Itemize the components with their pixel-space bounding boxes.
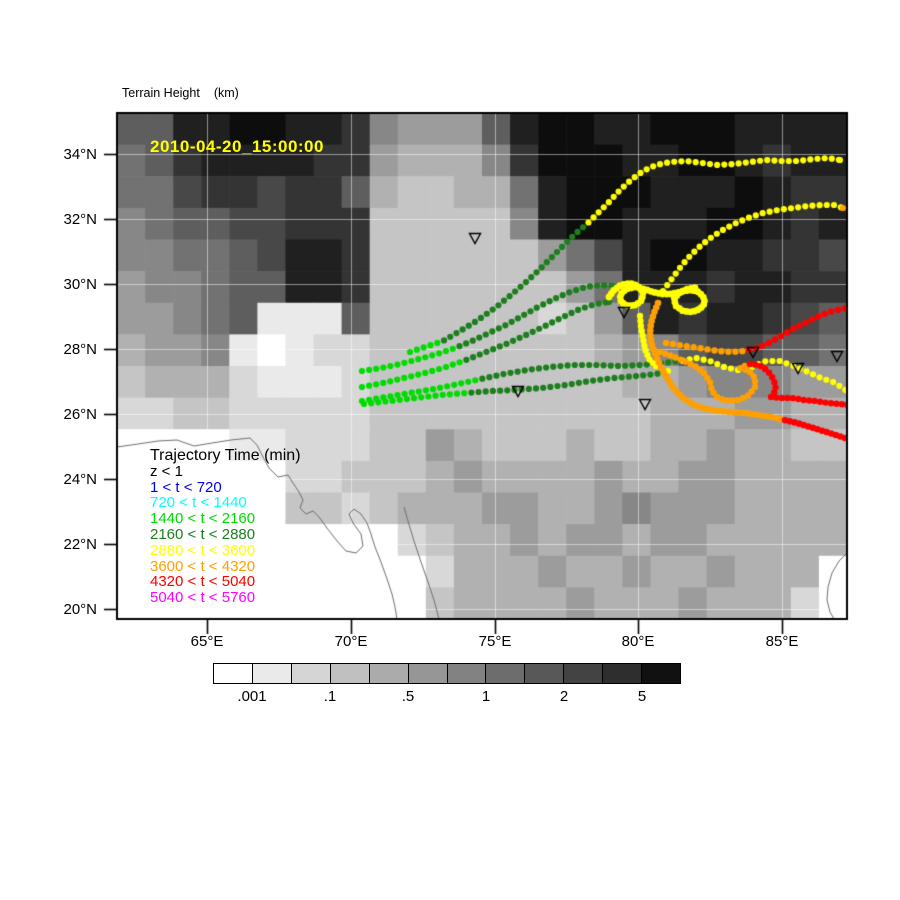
legend-title: Trajectory Time (min): [150, 447, 301, 464]
y-tick-label-6: 22°N: [63, 536, 97, 553]
y-tick-label-1: 32°N: [63, 211, 97, 228]
plot-title-text: Terrain Height: [122, 86, 200, 100]
colorbar-segment-4: [368, 664, 408, 683]
legend-entry-7: 4320 < t < 5040: [150, 573, 256, 591]
x-tick-label-0: 65°E: [190, 633, 224, 650]
colorbar-segment-1: [251, 664, 291, 683]
colorbar-label-4: 2: [559, 688, 569, 705]
colorbar-segment-3: [329, 664, 369, 683]
legend-entry-4: 2160 < t < 2880: [150, 525, 256, 543]
colorbar-segment-10: [602, 664, 642, 683]
y-tick-label-7: 20°N: [63, 601, 97, 618]
terrain-colorbar: [213, 663, 681, 684]
colorbar-segment-5: [407, 664, 447, 683]
colorbar-label-2: .5: [401, 688, 415, 705]
colorbar-segment-9: [563, 664, 603, 683]
colorbar-label-5: 5: [637, 688, 647, 705]
colorbar-segment-11: [641, 664, 681, 683]
legend-entry-2: 720 < t < 1440: [150, 494, 247, 512]
legend-entry-5: 2880 < t < 3600: [150, 541, 256, 559]
x-tick-label-4: 85°E: [765, 633, 799, 650]
colorbar-segment-7: [485, 664, 525, 683]
legend-entry-6: 3600 < t < 4320: [150, 557, 256, 575]
colorbar-segment-0: [214, 664, 252, 683]
colorbar-label-3: 1: [481, 688, 491, 705]
y-tick-label-5: 24°N: [63, 471, 97, 488]
x-tick-label-3: 80°E: [621, 633, 655, 650]
plot-title-units: (km): [213, 86, 239, 100]
plot-title: Terrain Height (km): [122, 86, 239, 100]
legend-entry-8: 5040 < t < 5760: [150, 589, 256, 607]
x-tick-label-1: 70°E: [334, 633, 368, 650]
colorbar-label-1: .1: [323, 688, 337, 705]
y-tick-label-0: 34°N: [63, 146, 97, 163]
colorbar-segment-2: [290, 664, 330, 683]
y-tick-label-2: 30°N: [63, 276, 97, 293]
y-tick-label-3: 28°N: [63, 341, 97, 358]
x-tick-label-2: 75°E: [478, 633, 512, 650]
y-tick-label-4: 26°N: [63, 406, 97, 423]
date-label: 2010-04-20_15:00:00: [150, 137, 324, 156]
legend-entry-0: z < 1: [150, 462, 183, 480]
legend-entry-3: 1440 < t < 2160: [150, 510, 256, 528]
colorbar-segment-6: [446, 664, 486, 683]
legend-entry-1: 1 < t < 720: [150, 478, 222, 496]
colorbar-segment-8: [524, 664, 564, 683]
colorbar-label-0: .001: [237, 688, 267, 705]
